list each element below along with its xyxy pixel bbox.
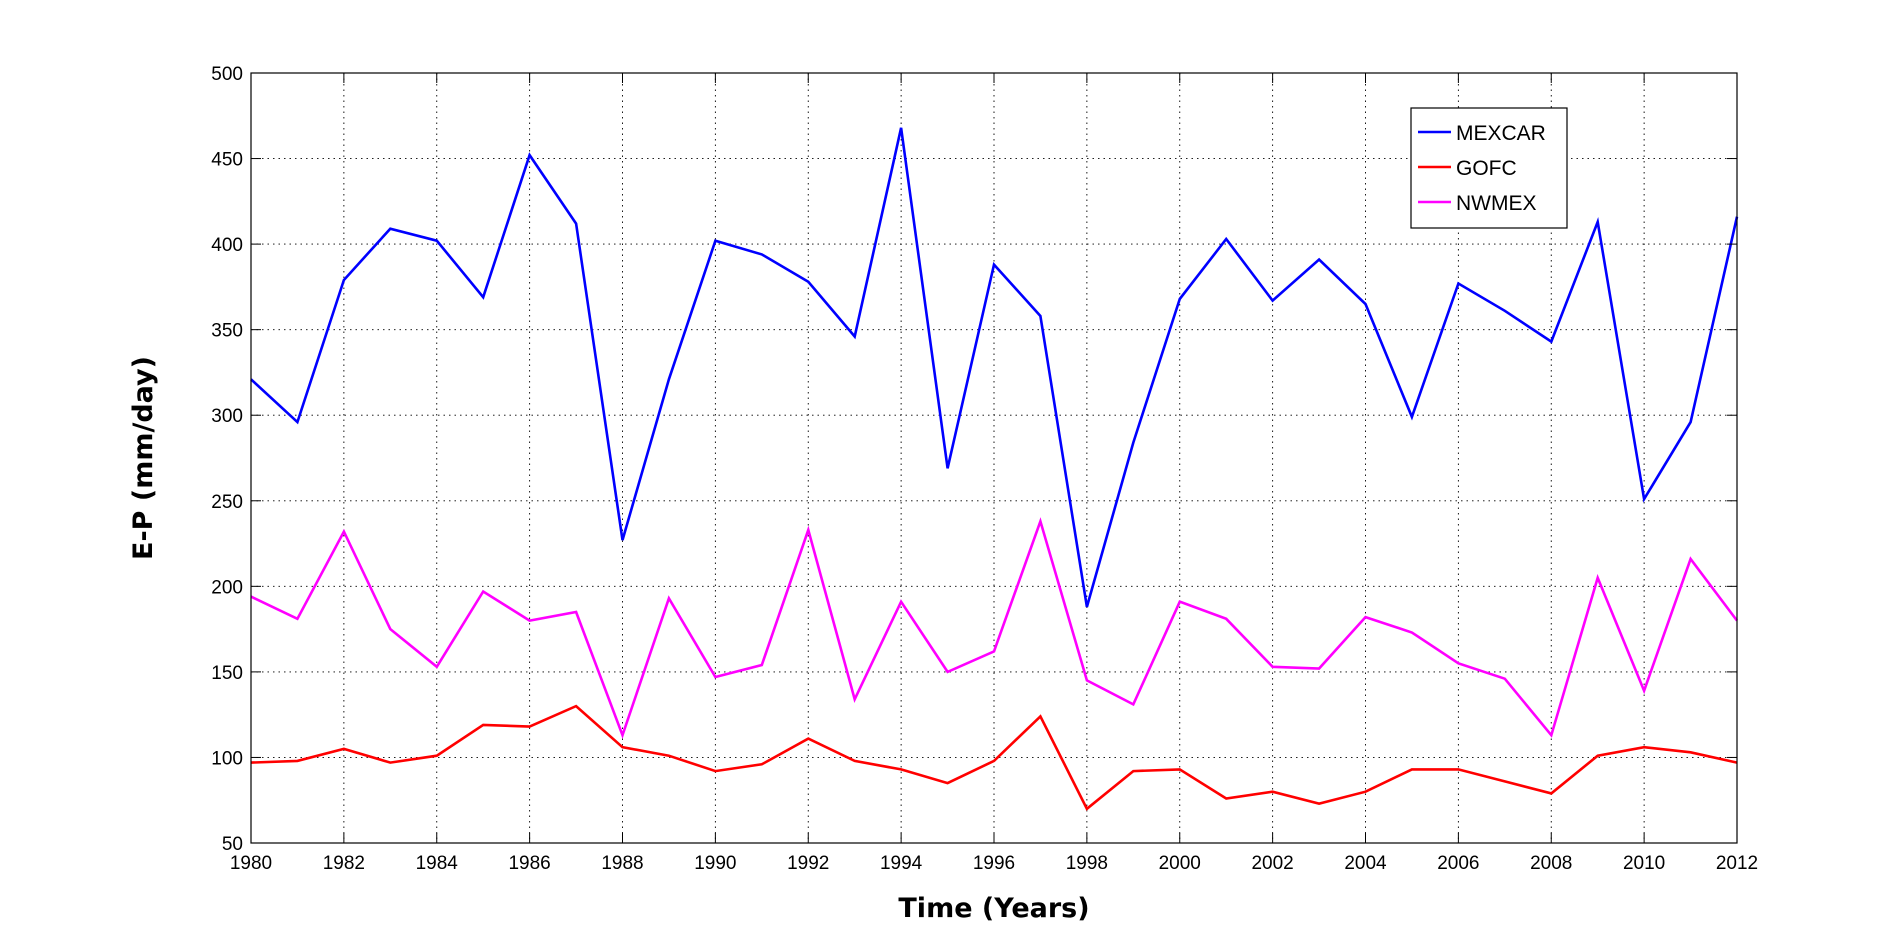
grid: [251, 73, 1737, 843]
series-line-nwmex: [250, 517, 1739, 740]
y-tick-label: 200: [211, 577, 243, 598]
x-tick-label: 2004: [1344, 853, 1387, 874]
legend-label-mexcar: MEXCAR: [1456, 122, 1546, 145]
legend-label-nwmex: NWMEX: [1456, 192, 1537, 215]
tick-labels: 1980 1982 1984 1986 1988 1990 1992 1994 1996 1998…: [211, 64, 1758, 874]
series-line-gofc: [250, 704, 1738, 811]
y-tick-label: 50: [222, 834, 243, 855]
series-layer: [250, 127, 1739, 811]
x-tick-label: 2010: [1623, 853, 1665, 874]
y-tick-label: 500: [211, 64, 243, 85]
y-tick-label: 400: [211, 235, 243, 256]
ticks: [250, 72, 1738, 844]
y-tick-label: 350: [211, 321, 243, 342]
x-tick-label: 1996: [973, 853, 1015, 874]
x-tick-label: 1998: [1066, 853, 1108, 874]
x-tick-label: 1992: [787, 853, 829, 874]
x-tick-label: 2006: [1437, 853, 1479, 874]
x-tick-label: 1982: [323, 853, 365, 874]
y-tick-label: 150: [211, 663, 243, 684]
x-tick-label: 1984: [416, 853, 459, 874]
x-tick-label: 1986: [508, 853, 550, 874]
y-tick-label: 450: [211, 150, 243, 171]
legend: MEXCAR GOFC NWMEX: [1410, 107, 1568, 229]
x-tick-label: 2012: [1716, 853, 1758, 874]
x-tick-label: 2002: [1251, 853, 1293, 874]
y-tick-label: 100: [211, 748, 243, 769]
legend-label-gofc: GOFC: [1456, 157, 1517, 180]
y-axis-title: E-P (mm/day): [128, 356, 159, 560]
x-tick-label: 2008: [1530, 853, 1572, 874]
x-tick-label: 1988: [601, 853, 643, 874]
x-tick-label: 1990: [694, 853, 736, 874]
y-tick-label: 250: [211, 492, 243, 513]
x-axis-title: Time (Years): [898, 893, 1089, 924]
x-tick-label: 2000: [1159, 853, 1201, 874]
x-tick-label: 1994: [880, 853, 923, 874]
x-tick-label: 1980: [230, 853, 272, 874]
y-tick-label: 300: [211, 406, 243, 427]
series-line-mexcar: [250, 127, 1739, 608]
